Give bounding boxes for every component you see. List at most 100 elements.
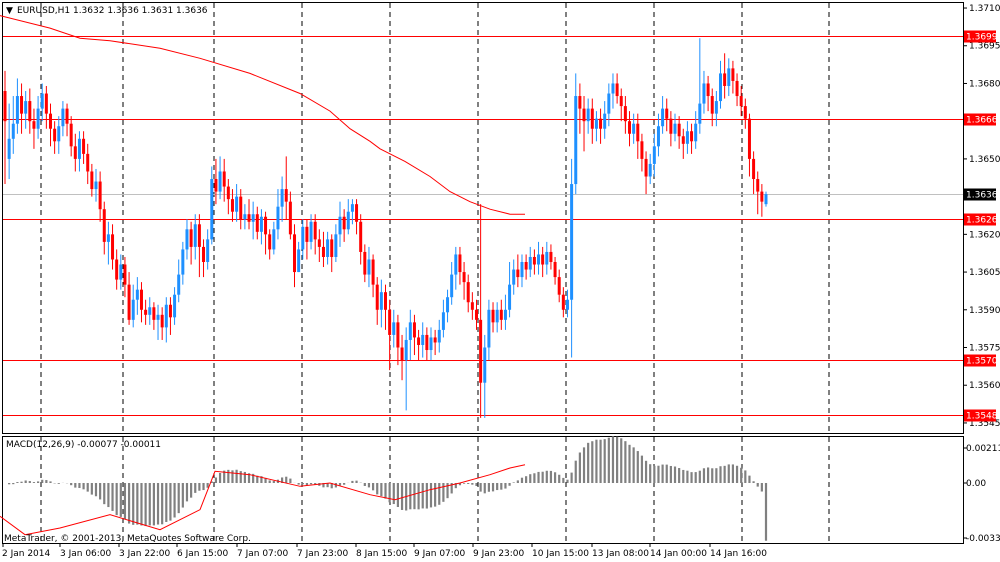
candle-body: [57, 126, 61, 142]
candle-body: [77, 138, 81, 159]
x-tick-label: 10 Jan 15:00: [532, 549, 589, 559]
candle-body: [685, 131, 689, 144]
candle-body: [73, 146, 77, 159]
candle-body: [69, 123, 73, 147]
level-label: 1.3570: [966, 357, 998, 367]
candle-body: [15, 96, 19, 124]
candle-body: [586, 108, 590, 122]
candle-body: [222, 171, 226, 187]
candle-body: [301, 226, 305, 250]
candle-body: [131, 299, 135, 320]
candle-body: [144, 309, 148, 315]
level-label-box: [964, 409, 996, 422]
candle-body: [326, 239, 330, 257]
macd-y-tick-label: 0.00: [966, 479, 986, 489]
candle-body: [433, 337, 437, 343]
candle-body: [202, 246, 206, 263]
price-pane[interactable]: [2, 2, 964, 434]
candle-body: [739, 96, 743, 107]
candle-body: [694, 123, 698, 142]
price-axis[interactable]: 1.3710 1.3695 1.3680 1.3650 1.3620 1.3605 1.35…: [963, 4, 1000, 429]
candle-body: [594, 118, 598, 129]
dropdown-arrow-icon[interactable]: ▼: [6, 6, 13, 16]
candle-body: [524, 262, 528, 270]
candle-body: [673, 123, 677, 134]
candle-body: [284, 189, 288, 202]
candle-body: [288, 201, 292, 235]
candle-body: [330, 239, 334, 257]
candle-body: [36, 108, 40, 129]
candle-body: [148, 307, 152, 315]
y-tick-label: 1.3695: [969, 42, 1000, 52]
candle-body: [537, 254, 541, 265]
candle-body: [421, 334, 425, 345]
level-label-box: [964, 354, 996, 367]
candle-body: [243, 214, 247, 220]
candle-body: [119, 264, 123, 280]
candle-body: [20, 96, 24, 114]
y-tick-label: 1.3575: [969, 344, 1000, 354]
candle-body: [441, 312, 445, 330]
candle-body: [32, 121, 36, 129]
candle-body: [367, 259, 371, 275]
x-tick-label: 7 Jan 23:00: [297, 549, 349, 559]
candle-body: [408, 322, 412, 340]
macd-histogram: [8, 436, 768, 541]
candle-body: [412, 322, 416, 338]
candle-body: [82, 138, 86, 154]
candle-body: [127, 284, 131, 320]
candle-body: [309, 221, 313, 242]
candle-body: [764, 194, 768, 205]
candle-body: [177, 274, 181, 295]
candle-body: [648, 163, 652, 177]
candle-body: [94, 181, 98, 190]
time-axis[interactable]: 2 Jan 2014 3 Jan 06:00 3 Jan 22:00 6 Jan 15…: [2, 543, 767, 559]
candle-body: [355, 204, 359, 222]
candle-body: [404, 339, 408, 361]
candle-body: [429, 337, 433, 351]
candle-body: [508, 284, 512, 310]
candle-body: [425, 334, 429, 351]
candle-body: [363, 251, 367, 275]
candle-body: [553, 262, 557, 278]
horizontal-levels[interactable]: [3, 36, 963, 416]
candle-body: [603, 113, 607, 129]
candle-body: [379, 292, 383, 310]
candle-body: [578, 96, 582, 109]
candle-body: [499, 309, 503, 320]
candle-body: [636, 123, 640, 142]
x-tick-label: 9 Jan 23:00: [473, 549, 525, 559]
candle-body: [86, 153, 90, 172]
candle-body: [342, 216, 346, 230]
candle-body: [102, 209, 106, 242]
level-labels: 1.3699 1.3666 1.3626 1.3570 1.3548 1.3636: [964, 30, 998, 422]
candle-body: [723, 73, 727, 86]
macd-pane[interactable]: [2, 436, 964, 544]
candle-body: [293, 234, 297, 273]
candle-body: [164, 304, 168, 328]
candle-body: [541, 254, 545, 265]
candle-body: [632, 123, 636, 134]
candle-body: [321, 246, 325, 257]
candle-body: [462, 272, 466, 283]
candle-body: [479, 319, 483, 383]
x-tick-label: 3 Jan 06:00: [60, 549, 112, 559]
candle-body: [230, 199, 234, 212]
level-label-box: [964, 213, 996, 226]
candle-body: [239, 196, 243, 220]
candle-body: [392, 322, 396, 335]
candle-body: [450, 274, 454, 298]
candle-body: [251, 214, 255, 222]
candle-body: [599, 118, 603, 129]
candle-body: [615, 83, 619, 97]
y-tick-label: 1.3545: [969, 419, 1000, 429]
x-tick-label: 3 Jan 22:00: [119, 549, 171, 559]
candle-body: [570, 184, 574, 300]
candle-body: [607, 93, 611, 114]
candle-body: [218, 171, 222, 192]
candle-body: [152, 307, 156, 320]
x-tick-label: 2 Jan 2014: [2, 549, 50, 559]
candle-body: [458, 254, 462, 273]
candle-body: [446, 297, 450, 313]
